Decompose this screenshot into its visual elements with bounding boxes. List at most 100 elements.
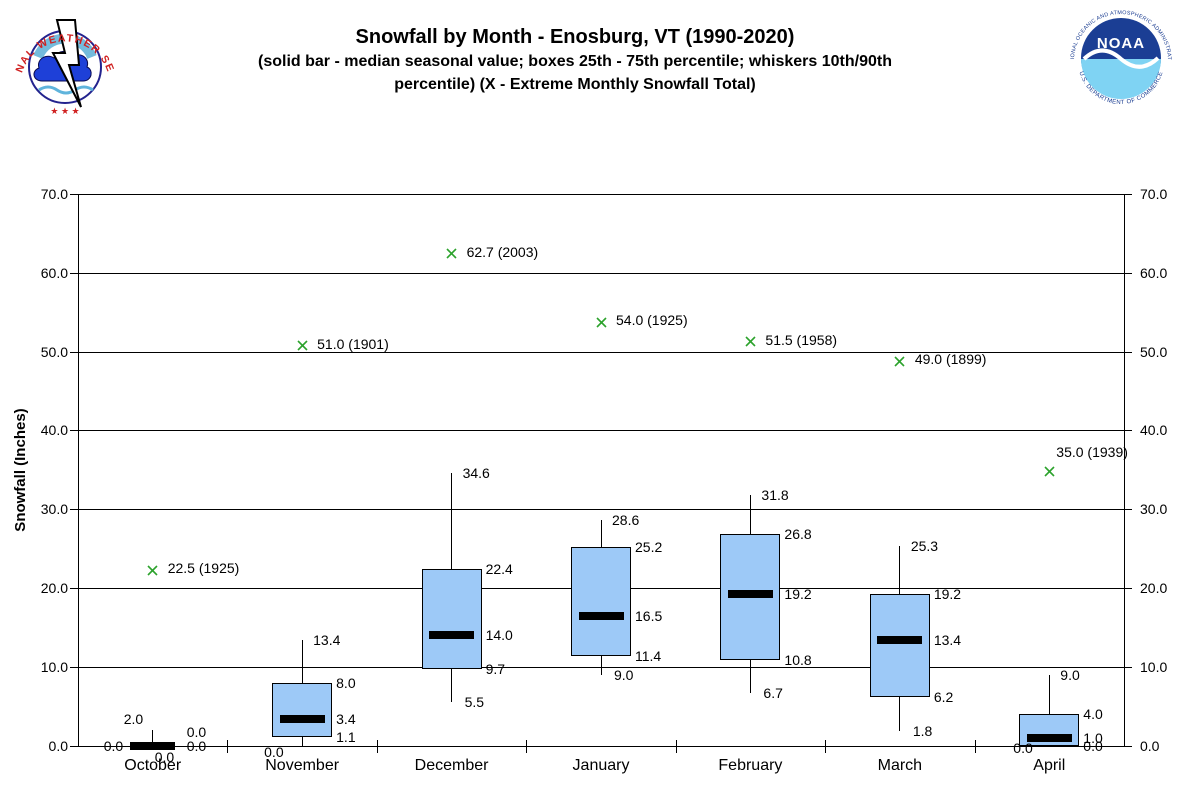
value-label-p90: 25.3	[910, 538, 939, 555]
x-axis-tick	[974, 739, 976, 753]
y-tick-label-left: 50.0	[40, 343, 68, 360]
whisker-upper	[152, 729, 154, 746]
extreme-marker-icon	[1044, 464, 1055, 477]
value-label-p10: 1.8	[912, 723, 933, 740]
value-label-p75: 0.0	[186, 723, 207, 740]
x-tick-label-month: April	[1033, 757, 1066, 774]
whisker-lower	[749, 660, 751, 693]
whisker-upper	[1048, 674, 1050, 715]
whisker-upper	[899, 546, 901, 595]
y-tick-label-right: 20.0	[1140, 580, 1168, 596]
value-label-p90: 9.0	[1060, 666, 1080, 683]
y-tick-label-left: 40.0	[40, 422, 68, 439]
gridline	[78, 351, 1124, 353]
gridline	[78, 430, 1124, 432]
y-axis-tick-left	[70, 666, 78, 668]
x-tick-label-month: December	[414, 757, 489, 774]
y-tick-label-right: 0.0	[1140, 737, 1160, 754]
extreme-label: 22.5 (1925)	[167, 560, 240, 577]
x-axis-tick	[675, 739, 677, 753]
gridline	[78, 272, 1124, 274]
y-axis-tick-left	[70, 272, 78, 274]
y-tick-label-left: 60.0	[40, 264, 68, 281]
extreme-label: 51.0 (1901)	[317, 335, 389, 352]
value-label-p10: 9.0	[614, 666, 634, 683]
y-tick-label-left: 20.0	[40, 580, 68, 596]
value-label-p25: 9.7	[485, 661, 506, 678]
value-label-p10: 0.0	[1013, 739, 1033, 756]
x-tick-label-month: January	[572, 757, 630, 774]
extreme-marker-icon	[147, 563, 158, 576]
y-tick-label-right: 70.0	[1140, 186, 1168, 202]
y-tick-label-right: 50.0	[1140, 343, 1168, 360]
noaa-acronym: NOAA	[1097, 35, 1145, 52]
y-axis-tick-right	[1124, 509, 1132, 511]
y-tick-label-right: 10.0	[1140, 658, 1168, 675]
x-axis-tick	[227, 739, 229, 753]
value-label-median: 16.5	[635, 607, 663, 624]
extreme-label: 62.7 (2003)	[466, 243, 539, 260]
value-label-median: 19.2	[784, 586, 812, 603]
x-axis-tick	[526, 739, 528, 753]
value-label-p75: 22.4	[485, 561, 513, 578]
value-label-p10: 5.5	[464, 694, 485, 711]
y-axis-tick-left	[70, 194, 78, 195]
noaa-logo: NOAA NATIONAL OCEANIC AND ATMOSPHERIC AD…	[1067, 3, 1172, 106]
whisker-lower	[451, 669, 453, 703]
x-axis-line	[78, 745, 1124, 747]
y-axis-tick-left	[70, 430, 78, 432]
y-tick-label-left: 30.0	[40, 501, 68, 518]
value-label-p10: 0.0	[264, 743, 284, 760]
x-axis-tick	[376, 739, 378, 753]
value-label-p25: 10.8	[784, 652, 812, 669]
y-axis-line-right	[1124, 194, 1125, 747]
value-label-median: 1.0	[1083, 729, 1103, 746]
y-axis-tick-right	[1124, 351, 1132, 353]
whisker-upper	[451, 472, 453, 570]
median-bar	[578, 611, 624, 620]
whisker-upper	[600, 520, 602, 547]
x-tick-label-month: February	[718, 757, 783, 774]
page-title: Snowfall by Month - Enosburg, VT (1990-2…	[355, 26, 795, 48]
extreme-label: 51.5 (1958)	[765, 331, 838, 348]
y-axis-tick-left	[70, 509, 78, 511]
value-label-median: 3.4	[336, 710, 356, 727]
value-label-p75: 25.2	[635, 539, 663, 556]
y-tick-label-right: 30.0	[1140, 501, 1168, 518]
y-axis-tick-left	[70, 745, 78, 747]
y-axis-tick-right	[1124, 666, 1132, 668]
whisker-lower	[301, 736, 303, 746]
whisker-lower	[899, 696, 901, 732]
whisker-upper	[301, 640, 303, 683]
median-bar	[279, 714, 325, 723]
percentile-box	[272, 682, 333, 737]
whisker-upper	[749, 495, 751, 535]
value-label-p90: 34.6	[462, 464, 490, 481]
y-axis-tick-right	[1124, 194, 1132, 195]
value-label-median: 13.4	[933, 632, 962, 648]
extreme-marker-icon	[745, 334, 756, 347]
y-axis-tick-right	[1124, 430, 1132, 432]
gridline	[78, 509, 1124, 511]
value-label-p90: 28.6	[612, 512, 640, 529]
y-axis-tick-right	[1124, 272, 1132, 274]
x-tick-label-month: March	[877, 757, 923, 774]
whisker-lower	[600, 655, 602, 675]
value-label-p10: 0.0	[103, 738, 124, 755]
chart-subtitle-line1: (solid bar - median seasonal value; boxe…	[258, 53, 892, 70]
seagull-icon	[1082, 48, 1160, 69]
nws-stars: ★ ★ ★	[50, 106, 79, 116]
y-tick-label-left: 70.0	[40, 186, 68, 202]
percentile-box	[869, 594, 930, 697]
median-bar	[727, 590, 773, 599]
x-tick-label-month: November	[265, 757, 340, 774]
value-label-p75: 8.0	[336, 674, 356, 691]
nws-waves	[38, 85, 94, 95]
chart-header: Snowfall by Month - Enosburg, VT (1990-2…	[125, 24, 1025, 96]
y-tick-label-left: 10.0	[40, 658, 68, 675]
y-axis-tick-right	[1124, 745, 1132, 747]
value-label-p90: 13.4	[313, 632, 341, 648]
value-label-p90: 2.0	[123, 710, 144, 727]
